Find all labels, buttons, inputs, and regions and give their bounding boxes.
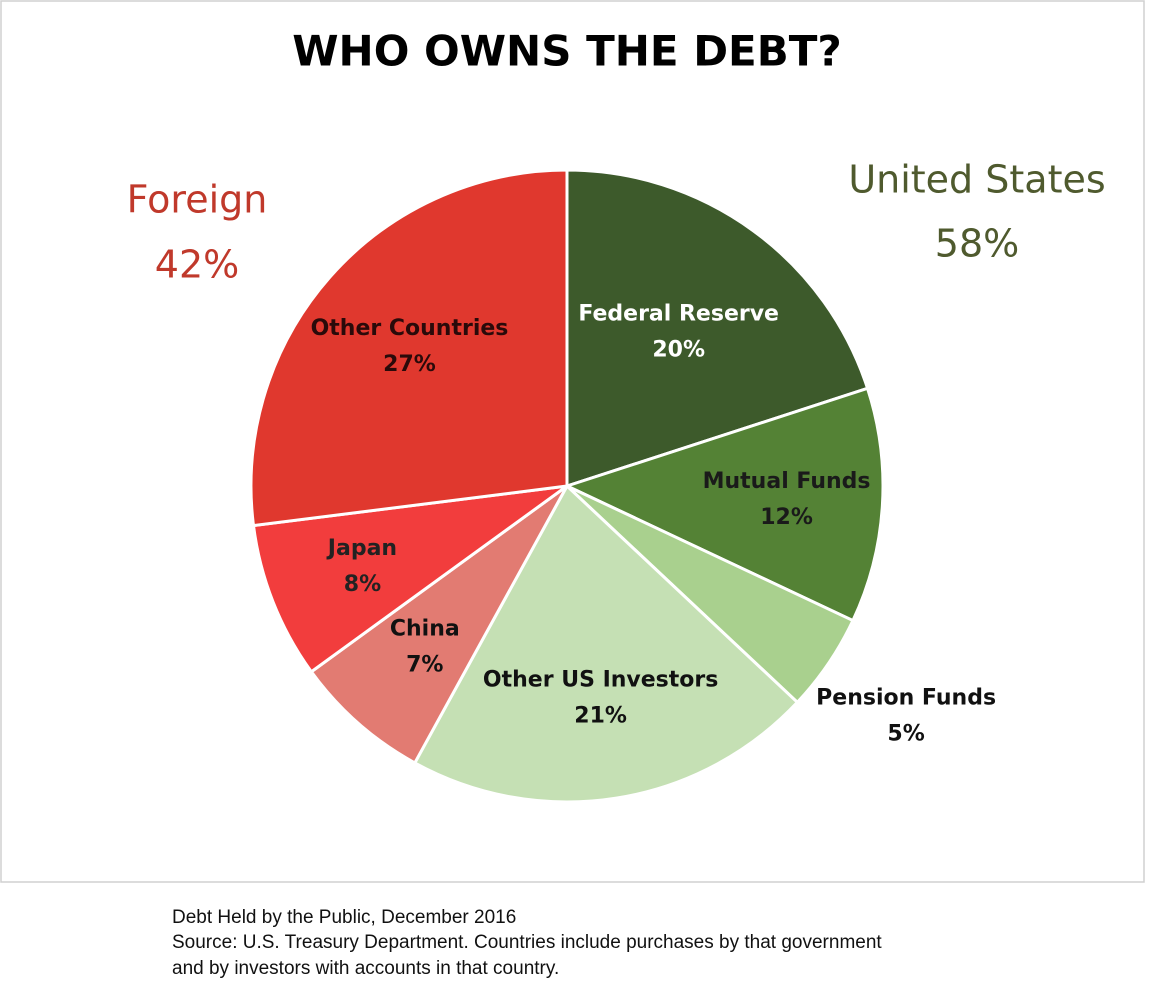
group-value: 42% <box>155 243 239 287</box>
group-name: Foreign <box>127 178 268 222</box>
slice-value-label: 8% <box>344 572 381 597</box>
slice-value-label: 21% <box>574 703 627 728</box>
note: and by investors with accounts in that c… <box>172 958 560 979</box>
group-name: United States <box>848 158 1105 202</box>
slice-value-label: 20% <box>652 337 705 362</box>
pie-slice <box>249 168 569 528</box>
pie-slice <box>251 484 568 674</box>
pie-slice <box>309 484 569 765</box>
slice-label: Mutual Funds <box>703 469 871 494</box>
pie-slice <box>562 386 885 623</box>
slice-value-label: 5% <box>887 721 924 746</box>
slice-value-label: 7% <box>406 652 443 677</box>
slice-label: Other US Investors <box>483 667 718 692</box>
chart-title: WHO OWNS THE DEBT? <box>292 27 842 76</box>
slice-label: China <box>390 616 460 641</box>
note: Debt Held by the Public, December 2016 <box>172 907 517 928</box>
slice-value-label: 12% <box>760 505 813 530</box>
note: Source: U.S. Treasury Department. Countr… <box>172 932 882 953</box>
slice-label: Pension Funds <box>816 685 996 710</box>
pie-slice <box>412 483 800 804</box>
slice-label: Other Countries <box>311 316 509 341</box>
pie-slice <box>565 168 870 489</box>
slice-value-label: 27% <box>383 352 436 377</box>
slice-label: Japan <box>326 536 397 561</box>
group-value: 58% <box>935 222 1019 266</box>
slice-label: Federal Reserve <box>578 301 779 326</box>
